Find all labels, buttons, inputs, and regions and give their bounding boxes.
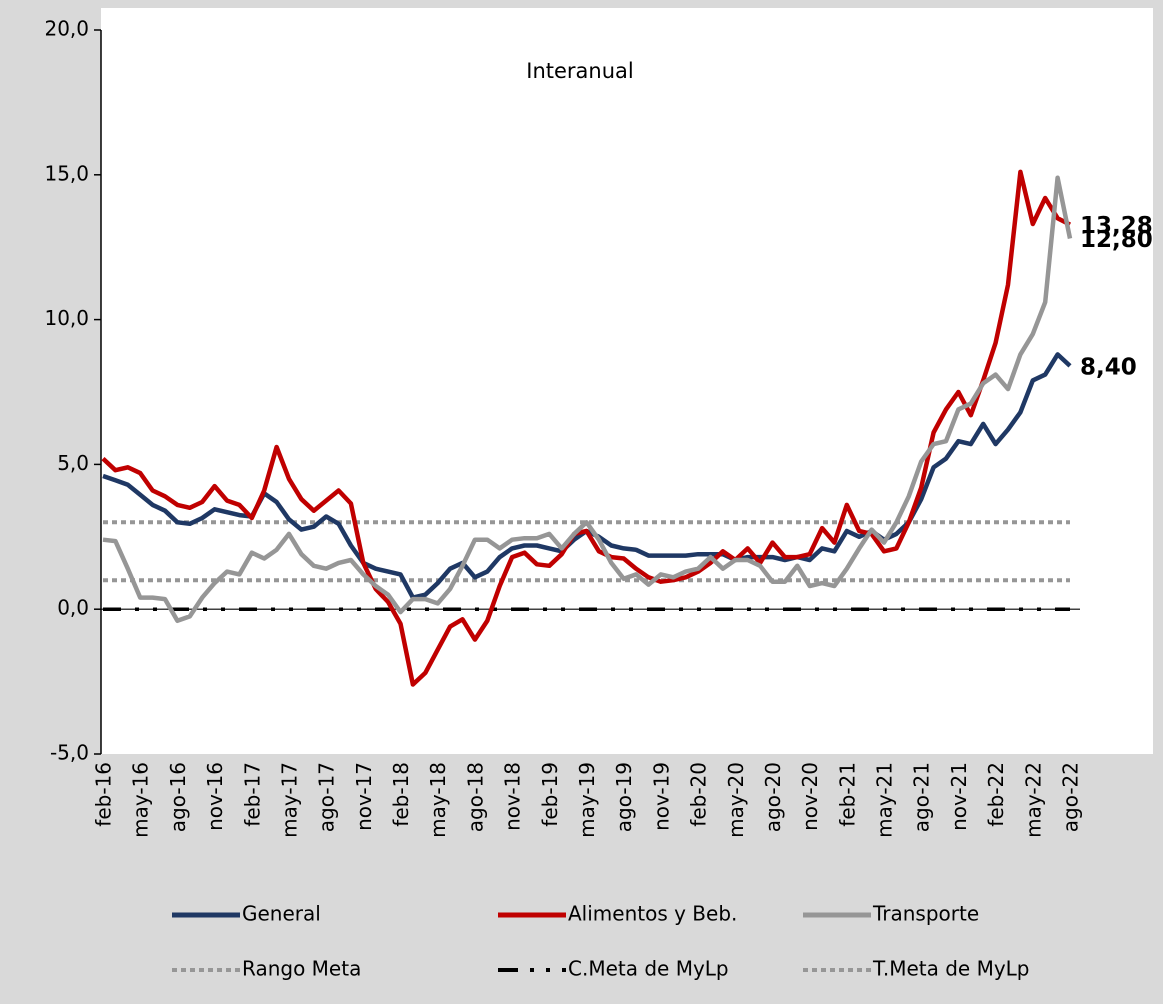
x-tick-label: may-20 (724, 762, 748, 838)
x-tick-label: feb-17 (240, 762, 264, 827)
x-tick-label: may-18 (426, 762, 450, 838)
legend-label: Rango Meta (242, 957, 361, 981)
x-tick-label: ago-22 (1059, 762, 1083, 832)
legend-label: Alimentos y Beb. (568, 902, 737, 926)
legend-label: C.Meta de MyLp (568, 957, 729, 981)
x-tick-label: ago-16 (166, 762, 190, 832)
data-label: 12,80 (1080, 227, 1153, 253)
x-tick-label: may-19 (575, 762, 599, 838)
x-tick-label: nov-17 (352, 762, 376, 831)
x-tick-label: nov-16 (203, 762, 227, 831)
x-tick-label: feb-21 (835, 762, 859, 827)
y-tick-label: 10,0 (44, 306, 89, 330)
series-line (102, 175, 1073, 624)
y-tick-label: -5,0 (50, 741, 89, 765)
data-label: 8,40 (1080, 354, 1137, 380)
x-tick-label: nov-20 (798, 762, 822, 831)
x-tick-label: nov-18 (501, 762, 525, 831)
legend-label: General (242, 902, 321, 926)
plot-area (101, 8, 1153, 754)
y-tick-label: 5,0 (57, 451, 89, 475)
x-tick-label: ago-18 (463, 762, 487, 832)
x-tick-label: may-16 (129, 762, 153, 838)
data-label: 13,28 (1080, 213, 1153, 239)
legend-label: Transporte (872, 902, 979, 926)
y-tick-label: 15,0 (44, 161, 89, 185)
x-tick-label: ago-21 (910, 762, 934, 832)
x-tick-label: ago-17 (315, 762, 339, 832)
x-tick-label: may-22 (1021, 762, 1045, 838)
y-tick-label: 0,0 (57, 596, 89, 620)
y-tick-label: 20,0 (44, 17, 89, 41)
x-tick-label: feb-22 (984, 762, 1008, 827)
x-tick-label: feb-16 (92, 762, 116, 827)
chart-title: Interanual (526, 59, 633, 83)
x-tick-label: feb-20 (687, 762, 711, 827)
x-tick-label: feb-19 (538, 762, 562, 827)
x-tick-label: feb-18 (389, 762, 413, 827)
x-tick-label: may-17 (277, 762, 301, 838)
x-tick-label: nov-19 (649, 762, 673, 831)
legend-label: T.Meta de MyLp (872, 957, 1030, 981)
x-tick-label: ago-19 (612, 762, 636, 832)
x-tick-label: nov-21 (947, 762, 971, 831)
x-tick-label: may-21 (873, 762, 897, 838)
x-tick-label: ago-20 (761, 762, 785, 832)
series-line (101, 169, 1072, 687)
